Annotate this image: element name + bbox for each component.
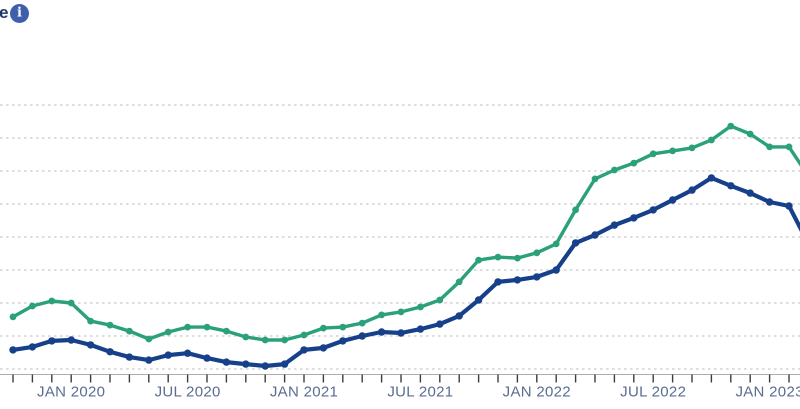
navy-series-point-marker[interactable]	[746, 189, 754, 197]
navy-series-point-marker[interactable]	[28, 343, 37, 351]
green-series-point-marker[interactable]	[203, 323, 211, 331]
navy-series-point-marker[interactable]	[377, 328, 386, 336]
green-series-point-marker[interactable]	[9, 313, 17, 321]
x-axis-label: JAN 2022	[503, 384, 571, 401]
green-series-point-marker[interactable]	[397, 308, 405, 316]
navy-series-point-marker[interactable]	[358, 332, 366, 340]
navy-series-point-marker[interactable]	[203, 354, 211, 362]
navy-series-point-marker[interactable]	[494, 278, 502, 286]
green-series-point-marker[interactable]	[708, 136, 715, 144]
green-series-point-marker[interactable]	[727, 122, 735, 130]
green-series-point-marker[interactable]	[785, 143, 793, 151]
navy-series-point-marker[interactable]	[610, 221, 619, 229]
navy-series-point-marker[interactable]	[397, 329, 405, 337]
navy-series-point-marker[interactable]	[183, 349, 192, 357]
navy-series-point-marker[interactable]	[785, 202, 793, 210]
green-series-point-marker[interactable]	[494, 253, 502, 261]
navy-series-point-marker[interactable]	[668, 196, 677, 204]
green-series-point-marker[interactable]	[766, 143, 773, 151]
green-series-point-marker[interactable]	[572, 206, 579, 214]
green-series-point-marker[interactable]	[320, 324, 327, 332]
green-series-point-marker[interactable]	[591, 175, 599, 183]
green-series-point-marker[interactable]	[688, 144, 696, 152]
green-series-point-marker[interactable]	[611, 166, 618, 174]
navy-series-point-marker[interactable]	[571, 239, 580, 247]
navy-series-point-marker[interactable]	[300, 346, 308, 354]
navy-series-point-marker[interactable]	[513, 276, 522, 284]
green-series-point-marker[interactable]	[125, 327, 133, 335]
green-series-point-marker[interactable]	[436, 296, 444, 304]
green-series-point-marker[interactable]	[630, 159, 638, 167]
navy-series-point-marker[interactable]	[242, 360, 250, 368]
navy-series-point-marker[interactable]	[688, 186, 696, 194]
green-series-point-marker[interactable]	[67, 299, 75, 307]
green-series-point-marker[interactable]	[184, 323, 192, 331]
green-series-point-marker[interactable]	[669, 147, 676, 155]
green-series-point-marker[interactable]	[281, 336, 288, 344]
navy-series-point-marker[interactable]	[552, 266, 560, 274]
navy-series-point-marker[interactable]	[533, 273, 541, 281]
navy-series-point-marker[interactable]	[280, 360, 289, 368]
green-series-point-marker[interactable]	[261, 336, 269, 344]
navy-series-point-marker[interactable]	[455, 312, 463, 320]
green-series-point-marker[interactable]	[164, 328, 172, 336]
green-series-point-marker[interactable]	[649, 150, 657, 158]
green-series-point-marker[interactable]	[145, 335, 153, 343]
green-series-point-marker[interactable]	[746, 130, 754, 138]
navy-series-point-marker[interactable]	[48, 337, 56, 345]
navy-series-point-marker[interactable]	[86, 341, 95, 349]
x-axis-label: JUL 2021	[387, 384, 453, 401]
green-series-point-marker[interactable]	[378, 311, 385, 319]
navy-series-point-marker[interactable]	[145, 356, 153, 364]
navy-series-point-marker[interactable]	[416, 325, 425, 333]
navy-series-point-marker[interactable]	[319, 344, 328, 352]
green-series-point-marker[interactable]	[417, 303, 424, 311]
x-axis-label: JUL 2020	[155, 384, 221, 401]
green-series-point-marker[interactable]	[514, 254, 521, 262]
navy-series-point-marker[interactable]	[222, 358, 231, 366]
green-series-point-marker[interactable]	[475, 256, 482, 264]
navy-series-point-marker[interactable]	[125, 353, 134, 361]
x-axis-label: JUL 2022	[620, 384, 686, 401]
green-series-point-marker[interactable]	[48, 297, 56, 305]
x-axis-label: JAN 2020	[37, 384, 105, 401]
green-series-point-marker[interactable]	[242, 333, 250, 341]
navy-series-point-marker[interactable]	[67, 336, 75, 344]
navy-series-point-marker[interactable]	[9, 346, 17, 354]
navy-series-point-marker[interactable]	[436, 320, 444, 328]
chart-header: e i	[0, 0, 800, 30]
navy-series-point-marker[interactable]	[339, 337, 347, 345]
navy-series-point-marker[interactable]	[707, 174, 716, 182]
navy-series-point-marker[interactable]	[474, 296, 483, 304]
green-series-point-marker[interactable]	[87, 317, 94, 325]
navy-series-point-marker[interactable]	[649, 206, 657, 214]
green-series-point-marker[interactable]	[29, 302, 36, 310]
chart-title-fragment: e	[0, 3, 9, 22]
green-series-point-marker[interactable]	[533, 249, 541, 257]
navy-series-point-marker[interactable]	[164, 351, 172, 359]
green-series-point-marker[interactable]	[223, 327, 230, 335]
x-axis-label: JAN 2021	[270, 384, 338, 401]
navy-series-point-marker[interactable]	[261, 362, 269, 370]
navy-series-point-marker[interactable]	[630, 214, 638, 222]
green-series-point-marker[interactable]	[552, 240, 560, 248]
green-series-point-marker[interactable]	[358, 319, 366, 327]
info-icon[interactable]: i	[10, 4, 29, 23]
navy-series-point-marker[interactable]	[591, 231, 599, 239]
green-series-point-marker[interactable]	[300, 331, 308, 339]
green-series-point-marker[interactable]	[106, 321, 114, 329]
navy-series-point-marker[interactable]	[765, 198, 774, 206]
green-series-point-marker[interactable]	[339, 323, 347, 331]
green-series-line	[11, 124, 800, 342]
green-series-point-marker[interactable]	[455, 278, 463, 286]
navy-series-point-marker[interactable]	[106, 348, 114, 356]
info-icon-glyph: i	[17, 5, 22, 21]
x-axis-label: JAN 2023	[735, 384, 800, 401]
navy-series-line	[10, 175, 800, 369]
navy-series-point-marker[interactable]	[727, 182, 735, 190]
